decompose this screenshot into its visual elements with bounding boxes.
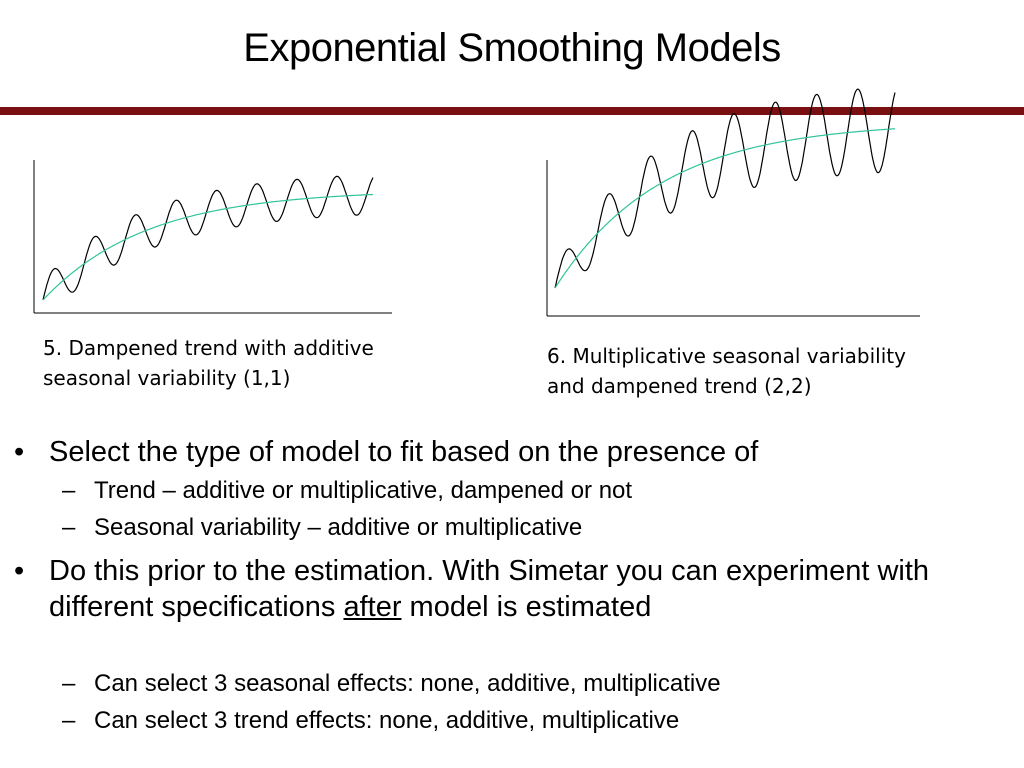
sub-bullet-1-2: – Seasonal variability – additive or mul…: [62, 511, 942, 545]
sub-bullet-text: Trend – additive or multiplicative, damp…: [94, 477, 633, 504]
sub-bullet-text: Can select 3 seasonal effects: none, add…: [94, 670, 721, 697]
dash-glyph: –: [62, 514, 76, 541]
sub-bullet-1-1: – Trend – additive or multiplicative, da…: [62, 474, 942, 508]
chart5: [33, 160, 392, 314]
bullet-glyph: •: [14, 555, 25, 587]
bullet-text: Do this prior to the estimation. With Si…: [49, 553, 934, 625]
chart5-caption-line1: 5. Dampened trend with additive: [43, 336, 374, 360]
sub-bullet-2-2: – Can select 3 trend effects: none, addi…: [62, 704, 942, 738]
slide-title: Exponential Smoothing Models: [243, 26, 781, 70]
bullet-glyph: •: [14, 436, 25, 468]
chart5-caption: 5. Dampened trend with additive seasonal…: [43, 333, 374, 393]
bullet-text: Select the type of model to fit based on…: [49, 436, 759, 468]
bullet-text-part2: model is estimated: [401, 591, 652, 623]
sub-bullet-text: Seasonal variability – additive or multi…: [94, 514, 583, 541]
chart5-caption-line2: seasonal variability (1,1): [43, 366, 291, 390]
title-divider: [0, 107, 1024, 115]
chart6-caption: 6. Multiplicative seasonal variability a…: [547, 341, 906, 401]
chart6-caption-line1: 6. Multiplicative seasonal variability: [547, 344, 906, 368]
chart6-seasonal-series: [554, 88, 896, 289]
dash-glyph: –: [62, 477, 76, 504]
charts-canvas: [33, 88, 920, 317]
chart5-seasonal-series: [42, 175, 374, 301]
chart6-trend-line: [554, 128, 895, 289]
chart6-caption-line2: and dampened trend (2,2): [547, 374, 812, 398]
dash-glyph: –: [62, 707, 76, 734]
bullet-item-2: • Do this prior to the estimation. With …: [14, 553, 934, 625]
sub-bullet-text: Can select 3 trend effects: none, additi…: [94, 707, 680, 734]
sub-bullet-2-1: – Can select 3 seasonal effects: none, a…: [62, 667, 942, 701]
chart6: [546, 88, 920, 317]
bullet-item-1: • Select the type of model to fit based …: [14, 434, 934, 470]
underlined-word: after: [343, 591, 402, 623]
dash-glyph: –: [62, 670, 76, 697]
chart5-trend-line: [42, 193, 373, 301]
bullet-text-part1: Do this prior to the estimation. With Si…: [49, 555, 930, 623]
